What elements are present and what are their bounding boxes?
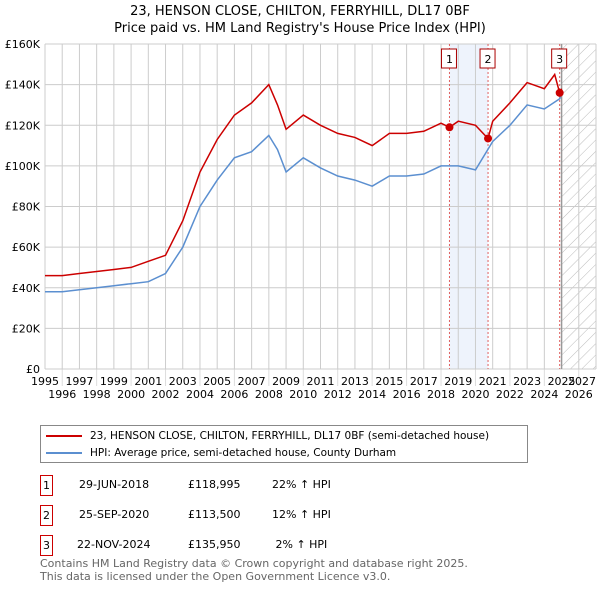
x-tick-label: 2004: [186, 388, 214, 401]
chart-title: 23, HENSON CLOSE, CHILTON, FERRYHILL, DL…: [130, 4, 470, 19]
x-tick-label: 2000: [117, 388, 145, 401]
sale-price: £135,950: [188, 538, 241, 551]
y-tick-label: £80K: [12, 201, 41, 214]
x-tick-label: 2005: [203, 375, 231, 388]
sale-row: 3 22-NOV-2024 £135,950 2% ↑ HPI: [40, 535, 400, 556]
x-tick-label: 2023: [513, 375, 541, 388]
sale-date: 29-JUN-2018: [79, 478, 150, 491]
legend-item-hpi: HPI: Average price, semi-detached house,…: [41, 445, 396, 461]
x-tick-label: 1996: [48, 388, 76, 401]
sale-point: [484, 134, 493, 143]
y-tick-label: £0: [26, 363, 40, 376]
x-tick-label: 2014: [358, 388, 386, 401]
legend-swatch-red: [46, 435, 82, 437]
x-tick-label: 2007: [238, 375, 266, 388]
x-tick-label: 1998: [83, 388, 111, 401]
y-tick-label: £40K: [12, 282, 41, 295]
legend: 23, HENSON CLOSE, CHILTON, FERRYHILL, DL…: [40, 425, 528, 463]
sale-marker-box: [479, 48, 496, 69]
x-tick-label: 2011: [307, 375, 335, 388]
sale-date: 22-NOV-2024: [77, 538, 151, 551]
sale-badge: 1: [40, 475, 53, 496]
x-tick-label: 2027: [568, 375, 596, 388]
chart-subtitle: Price paid vs. HM Land Registry's House …: [114, 21, 486, 36]
x-tick-label: 2013: [341, 375, 369, 388]
sale-delta: 2% ↑ HPI: [272, 538, 328, 551]
x-tick-label: 1999: [100, 375, 128, 388]
sale-badge: 2: [40, 505, 53, 526]
legend-item-property: 23, HENSON CLOSE, CHILTON, FERRYHILL, DL…: [41, 428, 489, 444]
sale-point: [445, 123, 454, 132]
sale-price: £113,500: [188, 508, 241, 521]
x-tick-label: 2015: [375, 375, 403, 388]
x-tick-label: 2012: [324, 388, 352, 401]
footer-line: Contains HM Land Registry data © Crown c…: [40, 557, 468, 570]
x-tick-label: 2006: [220, 388, 248, 401]
x-tick-label: 1995: [31, 375, 59, 388]
x-tick-label: 2022: [496, 388, 524, 401]
x-tick-label: 2003: [169, 375, 197, 388]
legend-swatch-blue: [46, 452, 82, 454]
x-tick-label: 2025: [548, 375, 576, 388]
footer: Contains HM Land Registry data © Crown c…: [40, 557, 468, 583]
x-tick-label: 2001: [134, 375, 162, 388]
x-tick-label: 2002: [152, 388, 180, 401]
x-tick-label: 2008: [255, 388, 283, 401]
sale-badge: 3: [40, 535, 53, 556]
footer-line: This data is licensed under the Open Gov…: [40, 570, 391, 583]
y-tick-label: £140K: [5, 79, 41, 92]
sale-price: £118,995: [188, 478, 241, 491]
sale-date: 25-SEP-2020: [79, 508, 150, 521]
y-tick-label: £160K: [5, 38, 41, 51]
x-tick-label: 2019: [444, 375, 472, 388]
legend-label: HPI: Average price, semi-detached house,…: [90, 447, 397, 459]
x-tick-label: 2026: [565, 388, 593, 401]
sale-delta: 22% ↑ HPI: [272, 478, 331, 491]
sale-marker-box: [440, 48, 457, 69]
property-line: [45, 72, 563, 277]
price-chart: 1995199619971998199920002001200220032004…: [5, 38, 597, 401]
sale-marker-label: 1: [446, 53, 453, 66]
sale-row: 2 25-SEP-2020 £113,500 12% ↑ HPI: [40, 505, 400, 526]
x-tick-label: 2020: [461, 388, 489, 401]
sale-point: [555, 88, 564, 97]
x-tick-label: 2009: [272, 375, 300, 388]
y-tick-label: £60K: [12, 241, 41, 254]
hpi-line: [45, 92, 563, 293]
x-tick-label: 2010: [289, 388, 317, 401]
legend-label: 23, HENSON CLOSE, CHILTON, FERRYHILL, DL…: [90, 430, 490, 442]
sale-marker-label: 3: [556, 53, 563, 66]
x-tick-label: 2016: [393, 388, 421, 401]
x-tick-label: 2018: [427, 388, 455, 401]
y-tick-label: £120K: [5, 119, 41, 132]
x-tick-label: 1997: [65, 375, 93, 388]
x-tick-label: 2024: [530, 388, 558, 401]
y-tick-label: £20K: [12, 322, 41, 335]
sale-marker-label: 2: [485, 53, 492, 66]
sale-marker-box: [551, 48, 568, 69]
x-tick-label: 2017: [410, 375, 438, 388]
sale-delta: 12% ↑ HPI: [272, 508, 331, 521]
sale-row: 1 29-JUN-2018 £118,995 22% ↑ HPI: [40, 475, 400, 496]
x-tick-label: 2021: [479, 375, 507, 388]
y-tick-label: £100K: [5, 160, 41, 173]
